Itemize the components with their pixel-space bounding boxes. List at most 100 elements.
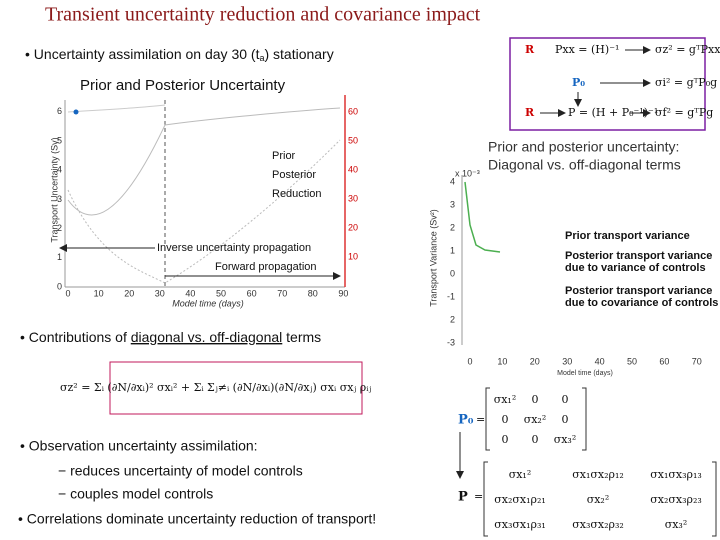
legend-entry: Prior transport variance <box>565 230 690 242</box>
matrix-entry: 0 <box>562 413 569 426</box>
y-tick-label: -3 <box>447 337 455 347</box>
x-tick-label: 0 <box>467 356 472 366</box>
matrix-eq: = <box>474 490 483 503</box>
x-tick-label: 30 <box>562 356 572 366</box>
y-tick-label: 4 <box>450 176 455 186</box>
x-tick-label: 70 <box>692 356 702 366</box>
x-tick-label: 20 <box>530 356 540 366</box>
chart-title: Prior and Posterior Uncertainty <box>80 77 286 94</box>
matrix-entry: 0 <box>532 393 539 406</box>
legend-entry: Posterior transport variance <box>565 250 712 262</box>
diagram: R Pxx = (H)⁻¹ σz² = gᵀPxxg P₀ σi² = gᵀP₀… <box>525 43 720 119</box>
y2-tick-label: 40 <box>348 164 358 174</box>
point <box>73 109 79 115</box>
legend-entry: due to variance of controls <box>565 262 706 274</box>
bullet: • Contributions of diagonal vs. off-diag… <box>20 329 321 345</box>
y-axis-label: Transport Variance (Sv²) <box>428 209 438 307</box>
x-tick-label: 90 <box>338 288 348 298</box>
diagram-text: P = (H + P₀⁻¹)⁻¹ <box>568 106 658 119</box>
matrix-entry: σx₃σx₂ρ₃₂ <box>572 518 624 531</box>
matrix-entry: σx₂σx₁ρ₂₁ <box>494 493 546 506</box>
x-tick-label: 70 <box>277 288 287 298</box>
posterior-curve <box>67 139 341 284</box>
x-tick-label: 0 <box>65 288 70 298</box>
matrix-entry: σx₃² <box>554 433 577 446</box>
matrix-entry: σx₂σx₃ρ₂₃ <box>650 493 702 506</box>
annotation: Inverse uncertainty propagation <box>157 242 311 254</box>
bracket <box>483 461 717 537</box>
y2-tick-label: 60 <box>348 106 358 116</box>
y-tick-label: 0 <box>57 281 62 291</box>
chart-title: Prior and posterior uncertainty: <box>488 139 679 155</box>
reduction-curve <box>67 104 166 113</box>
x-tick-label: 20 <box>124 288 134 298</box>
matrix-entry: σx₁σx₂ρ₁₂ <box>572 468 624 481</box>
bracket <box>485 387 587 451</box>
chart-title: Diagonal vs. off-diagonal terms <box>488 157 681 173</box>
sub-bullet: − reduces uncertainty of model controls <box>58 463 303 479</box>
matrix-entry: 0 <box>562 393 569 406</box>
y-tick-label: 2 <box>450 222 455 232</box>
y2-tick-label: 10 <box>348 251 358 261</box>
matrix-entry: 0 <box>502 433 509 446</box>
bullet: • Correlations dominate uncertainty redu… <box>18 511 376 527</box>
matrix-entry: σx₁² <box>494 393 517 406</box>
diagram-text: R <box>525 43 535 56</box>
y2-tick-label: 30 <box>348 193 358 203</box>
matrix-entry: 0 <box>532 433 539 446</box>
x-axis-label: Model time (days) <box>557 370 613 377</box>
diagram-text: σi² = gᵀP₀g <box>655 76 717 89</box>
y-tick-label: 2 <box>57 223 62 233</box>
diagram-box <box>509 37 706 131</box>
matrix-entry: 0 <box>502 413 509 426</box>
y2-tick-label: 50 <box>348 135 358 145</box>
annotation: Forward propagation <box>215 261 317 273</box>
right-chart: x 10⁻³ Transport Variance (Sv²) Model ti… <box>428 168 612 376</box>
axis-exponent: x 10⁻³ <box>455 168 480 178</box>
matrix-label: P <box>458 490 468 505</box>
y-tick-label: 3 <box>450 199 455 209</box>
y-tick-label: 1 <box>450 245 455 255</box>
matrix-entry: σx₁σx₃ρ₁₃ <box>650 468 702 481</box>
x-tick-label: 50 <box>627 356 637 366</box>
legend-entry: Posterior transport variance <box>565 285 712 297</box>
sub-bullet: − couples model controls <box>58 486 213 502</box>
matrix-entry: σx₃² <box>665 518 688 531</box>
bullet: • Observation uncertainty assimilation: <box>20 438 258 454</box>
diagram-text: R <box>525 106 535 119</box>
x-tick-label: 50 <box>216 288 226 298</box>
left-chart: Transport Uncertainty (Sv) Model time (d… <box>49 95 346 308</box>
x-tick-label: 30 <box>155 288 165 298</box>
y-tick-label: 3 <box>57 194 62 204</box>
variance-curve <box>464 181 501 253</box>
matrix-entry: σx₂² <box>524 413 547 426</box>
x-tick-label: 10 <box>94 288 104 298</box>
y-tick-label: 6 <box>57 106 62 116</box>
prior-curve <box>67 107 341 216</box>
legend-entry: Prior <box>272 150 296 162</box>
y-tick-label: 2 <box>450 314 455 324</box>
matrix-entry: σx₂² <box>587 493 610 506</box>
x-tick-label: 60 <box>247 288 257 298</box>
diagram-text: σz² = gᵀPxxg <box>655 43 720 56</box>
x-tick-label: 10 <box>497 356 507 366</box>
matrix-entry: σx₁² <box>509 468 532 481</box>
legend-entry: due to covariance of controls <box>565 297 718 309</box>
legend-entry: Posterior <box>272 169 316 181</box>
bullet: • Uncertainty assimilation on day 30 (ta… <box>25 46 334 64</box>
y2-tick-label: 20 <box>348 222 358 232</box>
y-tick-label: 4 <box>57 165 62 175</box>
y-tick-label: -1 <box>447 291 455 301</box>
diagram-text: Pxx = (H)⁻¹ <box>555 43 619 56</box>
x-tick-label: 80 <box>308 288 318 298</box>
diagram-text: P₀ <box>572 76 585 89</box>
matrix-entry: σx₃σx₁ρ₃₁ <box>494 518 546 531</box>
y-tick-label: 1 <box>57 252 62 262</box>
x-tick-label: 40 <box>595 356 605 366</box>
y-tick-label: 5 <box>57 135 62 145</box>
x-tick-label: 60 <box>659 356 669 366</box>
y-tick-label: 0 <box>450 268 455 278</box>
slide-title: Transient uncertainty reduction and cova… <box>45 4 481 26</box>
matrix-eq: = <box>476 413 485 426</box>
